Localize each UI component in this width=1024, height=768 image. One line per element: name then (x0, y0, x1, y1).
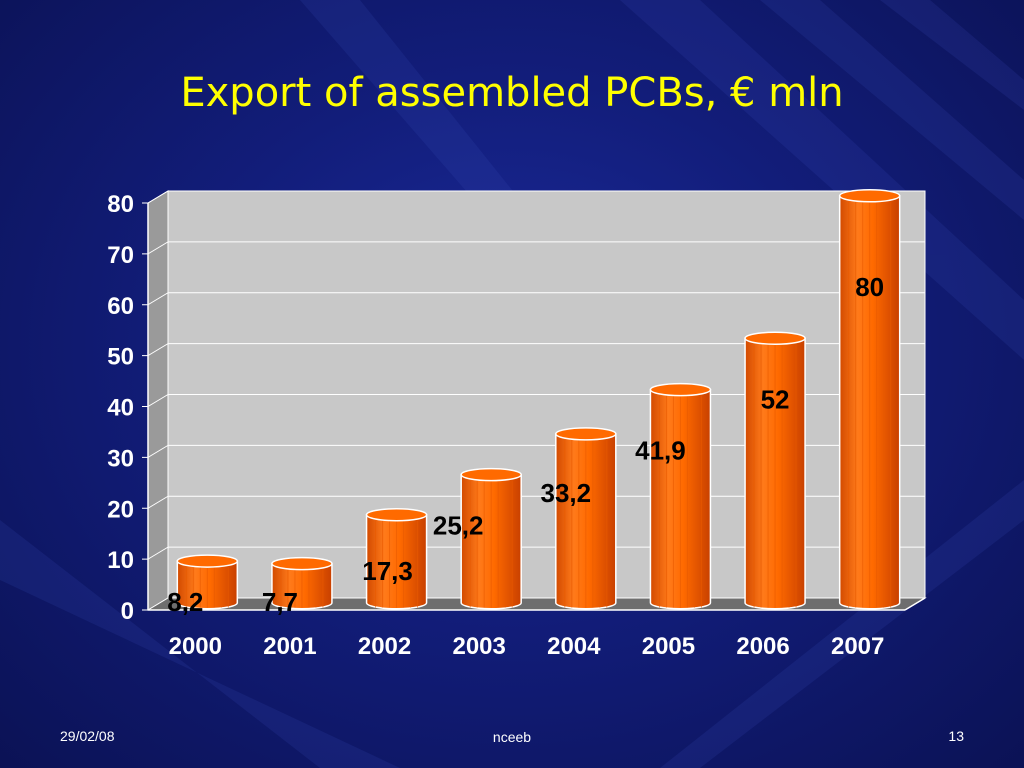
footer-center-text: nceeb (492, 729, 532, 745)
data-label: 17,3 (362, 556, 413, 586)
gridline-side (147, 495, 169, 509)
bar-top (365, 508, 428, 522)
bar (649, 382, 712, 610)
data-label: 41,9 (635, 436, 686, 466)
y-tick-label: 0 (121, 598, 134, 625)
gridline-side (147, 444, 169, 458)
bar (555, 427, 617, 610)
gridline-side (147, 190, 169, 204)
bar-top (744, 331, 806, 345)
page-number: 13 (948, 728, 964, 744)
gridline-side (147, 394, 169, 407)
y-tick-label: 20 (107, 496, 134, 523)
bar-top (176, 554, 239, 568)
y-tick-label: 70 (107, 242, 134, 269)
y-tick-label: 60 (107, 293, 134, 320)
y-tick-label: 40 (107, 395, 134, 422)
bar-top (271, 556, 333, 571)
bar-top (555, 427, 617, 441)
bar (271, 556, 333, 610)
bar-top (838, 189, 901, 203)
gridline-side (147, 292, 169, 306)
gridline-side (147, 241, 169, 255)
y-tick-label: 50 (107, 344, 134, 371)
x-tick-label: 2001 (263, 633, 316, 660)
y-tick-label: 80 (107, 191, 134, 218)
bar-top (460, 467, 522, 482)
bar (176, 554, 239, 610)
x-tick-label: 2004 (547, 633, 601, 660)
x-tick-label: 2006 (736, 633, 789, 660)
data-label: 80 (855, 272, 884, 302)
slide-title: Export of assembled PCBs, € mln (180, 70, 844, 116)
bar (744, 331, 806, 610)
y-tick-label: 10 (107, 547, 134, 574)
bar-top (649, 382, 712, 397)
bar (838, 189, 901, 610)
data-label: 8,2 (167, 587, 203, 617)
gridline-side (147, 343, 169, 357)
data-label: 7,7 (262, 587, 298, 617)
x-axis-depth-line (904, 597, 926, 611)
x-tick-label: 2005 (642, 633, 695, 660)
data-label: 25,2 (433, 511, 484, 541)
x-tick-label: 2000 (169, 633, 222, 660)
x-tick-label: 2007 (831, 633, 884, 660)
data-label: 52 (761, 384, 790, 414)
gridline-side (147, 546, 169, 560)
x-tick-label: 2003 (452, 633, 505, 660)
bar (365, 508, 428, 610)
x-tick-label: 2002 (358, 633, 411, 660)
y-tick-label: 30 (107, 445, 134, 472)
footer-date: 29/02/08 (60, 728, 115, 744)
bar (460, 467, 522, 610)
data-label: 33,2 (541, 478, 592, 508)
